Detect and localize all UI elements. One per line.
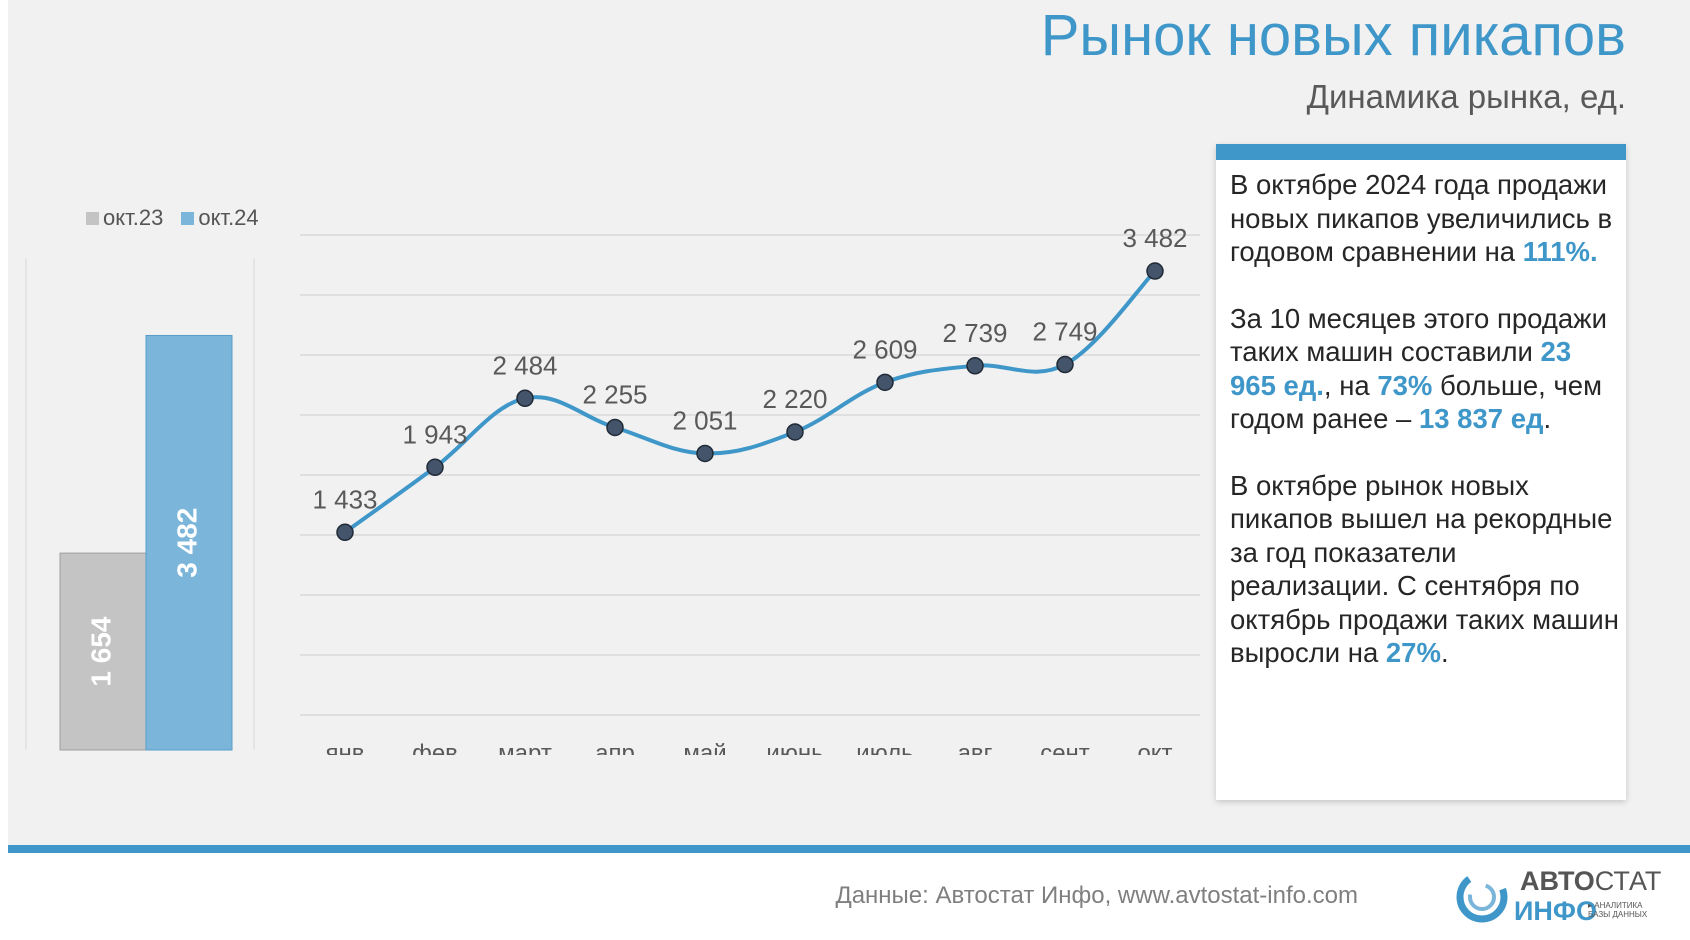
info-p1-highlight: 111%. — [1522, 236, 1598, 267]
logo-word-info: ИНФО — [1514, 896, 1597, 926]
info-paragraph-2: За 10 месяцев этого продажи таких машин … — [1230, 302, 1622, 436]
legend-item-curr: окт.24 — [181, 205, 259, 231]
logo-swirl-icon — [1456, 871, 1508, 923]
data-label: 2 484 — [492, 350, 557, 380]
legend-label-prev: окт.23 — [103, 205, 164, 230]
legend-swatch-prev — [86, 211, 99, 225]
x-tick-label: июль — [856, 740, 913, 755]
data-point-сент — [1056, 355, 1074, 374]
legend-label-curr: окт.24 — [198, 205, 259, 230]
footer-divider — [8, 845, 1690, 853]
info-p2-text-2: , на — [1323, 369, 1378, 401]
x-tick-label: март — [498, 740, 552, 755]
info-p2-text-3: больше, чем годом ранее – — [1230, 369, 1602, 435]
logo-tagline-2: БАЗЫ ДАННЫХ — [1588, 910, 1648, 919]
data-label: 2 220 — [762, 384, 827, 414]
source-footer: Данные: Автостат Инфо, www.avtostat-info… — [835, 882, 1358, 909]
logo-word-avto: АВТО — [1520, 866, 1595, 896]
info-p2-highlight-2: 73% — [1377, 369, 1433, 401]
x-tick-label: май — [683, 740, 726, 755]
logo-word-stat: СТАТ — [1594, 866, 1662, 896]
avtostat-logo: АВТОСТАТ ИНФО ▸ АНАЛИТИКА БАЗЫ ДАННЫХ — [1450, 862, 1665, 930]
data-label: 2 749 — [1032, 317, 1097, 347]
logo-wordmark-top: АВТОСТАТ — [1520, 866, 1661, 897]
x-tick-label: фев — [412, 740, 458, 755]
data-label: 1 433 — [312, 484, 377, 514]
logo-tagline-1: ▸ АНАЛИТИКА — [1588, 901, 1643, 910]
data-label: 2 609 — [852, 334, 917, 364]
info-p2-text-1: За 10 месяцев этого продажи таких машин … — [1230, 302, 1607, 368]
x-tick-label: авг — [958, 740, 993, 755]
info-p1-text: В октябре 2024 года продажи новых пикапо… — [1230, 169, 1613, 267]
x-tick-label: июнь — [766, 740, 823, 755]
monthly-sales-line-chart: 1 433 янв 1 943 фев 2 484 март 2 255 апр 2 051 ма… — [300, 223, 1200, 755]
info-p2-highlight-1: 23 965 ед. — [1230, 336, 1572, 401]
logo-tagline: ▸ АНАЛИТИКА БАЗЫ ДАННЫХ — [1588, 901, 1658, 919]
info-box: В октябре 2024 года продажи новых пикапо… — [1216, 144, 1626, 800]
data-label: 1 943 — [402, 419, 467, 449]
data-label: 2 051 — [672, 405, 737, 435]
info-p3-tail: . — [1440, 637, 1449, 668]
x-tick-label: апр — [595, 740, 635, 755]
data-point-янв — [336, 523, 354, 542]
bar-value-label: 3 482 — [171, 508, 202, 578]
bar-окт.24 — [145, 334, 233, 751]
info-paragraph-3: В октябре рынок новых пикапов вышел на р… — [1230, 469, 1622, 670]
data-point-май — [696, 444, 714, 463]
info-box-accent-bar — [1216, 144, 1626, 160]
page-title: Рынок новых пикапов — [1040, 3, 1626, 68]
info-p3-highlight: 27% — [1385, 637, 1441, 668]
data-point-июль — [876, 373, 894, 392]
data-point-фев — [426, 458, 444, 477]
data-point-март — [516, 389, 534, 408]
info-p3-text: В октябре рынок новых пикапов вышел на р… — [1230, 469, 1619, 669]
info-p2-highlight-3: 13 837 ед — [1418, 403, 1544, 434]
data-point-апр — [606, 418, 624, 437]
series-line — [343, 269, 1157, 534]
info-paragraph-1: В октябре 2024 года продажи новых пикапо… — [1230, 168, 1622, 269]
data-label: 2 255 — [582, 379, 647, 409]
page-subtitle: Динамика рынка, ед. — [1306, 78, 1626, 115]
bar-legend: окт.23 окт.24 — [86, 205, 259, 231]
x-tick-label: янв — [326, 740, 365, 755]
info-text: В октябре 2024 года продажи новых пикапо… — [1230, 168, 1622, 703]
bar-окт.23 — [59, 552, 147, 751]
data-label: 3 482 — [1122, 223, 1187, 253]
x-tick-label: окт — [1137, 740, 1172, 755]
x-tick-label: сент — [1040, 740, 1090, 755]
october-comparison-bar-chart: 1 654 3 482 — [25, 258, 255, 751]
data-point-июнь — [786, 423, 804, 441]
data-point-окт — [1146, 262, 1164, 280]
legend-item-prev: окт.23 — [86, 205, 163, 231]
legend-swatch-curr — [181, 211, 195, 225]
data-point-авг — [966, 357, 984, 375]
info-p2-text-4: . — [1543, 403, 1552, 434]
bar-value-label: 1 654 — [85, 616, 116, 686]
data-label: 2 739 — [942, 318, 1007, 348]
